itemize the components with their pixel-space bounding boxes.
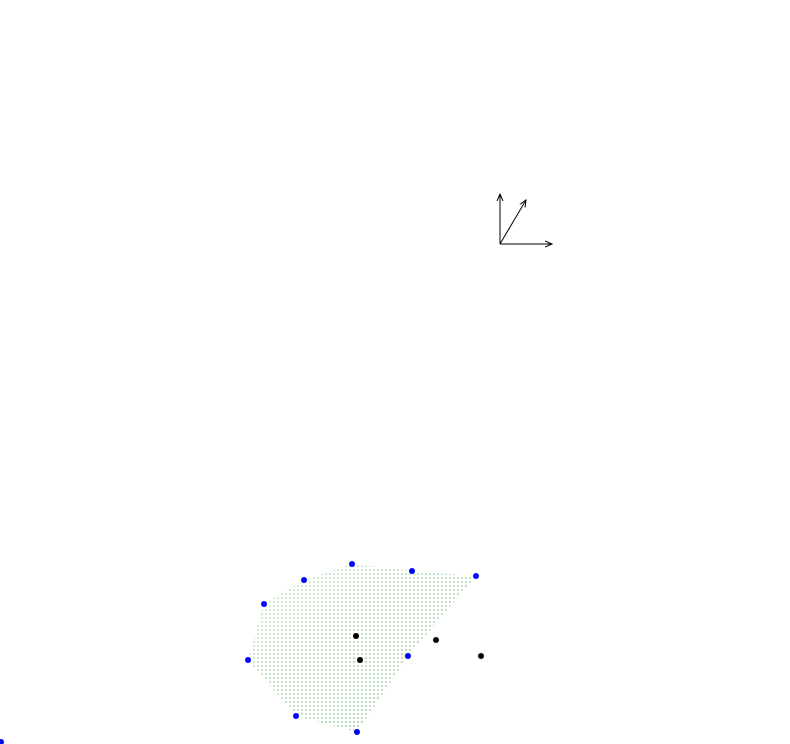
hull-point xyxy=(405,653,411,659)
hull-point xyxy=(354,729,360,735)
hull-point xyxy=(409,568,415,574)
hull-fade-overlay xyxy=(248,564,476,732)
interior-point xyxy=(357,657,363,663)
interior-points-group xyxy=(353,633,484,663)
hull-point xyxy=(261,601,267,607)
hull-point xyxy=(293,713,299,719)
interior-point xyxy=(478,653,484,659)
z-axis-arrow xyxy=(499,200,526,245)
axes-triad-icon xyxy=(500,194,552,244)
hull-point xyxy=(473,573,479,579)
hull-region xyxy=(248,564,476,732)
interior-point xyxy=(433,637,439,643)
hull-point xyxy=(349,561,355,567)
edge-point xyxy=(0,739,4,744)
interior-point xyxy=(353,633,359,639)
hull-point xyxy=(245,657,251,663)
hull-points-group xyxy=(245,561,479,735)
hull-point xyxy=(301,577,307,583)
